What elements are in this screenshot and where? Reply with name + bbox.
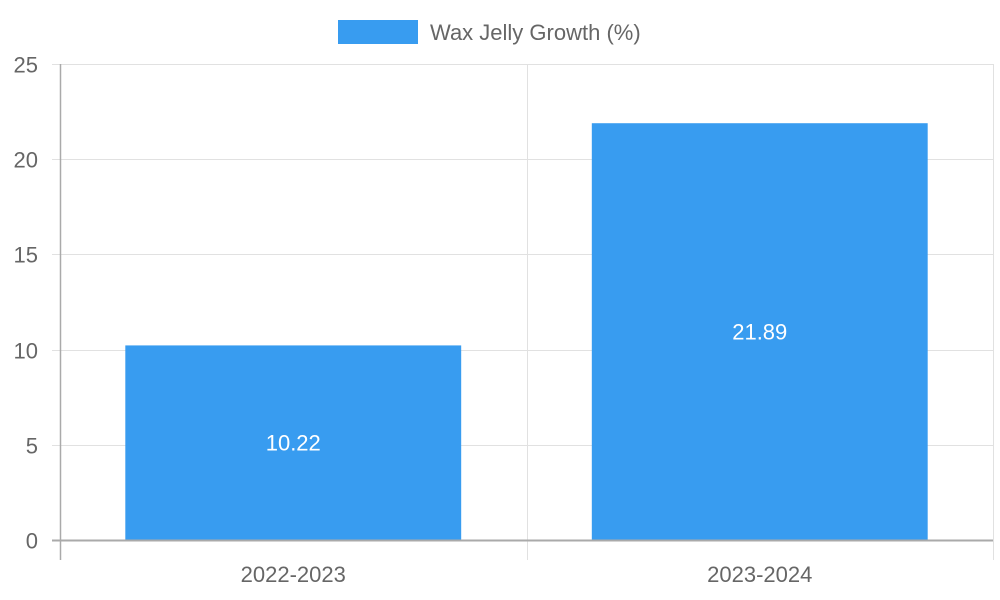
bar: [591, 123, 928, 540]
bars: [125, 123, 928, 540]
data-label: 21.89: [732, 320, 787, 345]
x-tick-label: 2023-2024: [707, 562, 812, 587]
legend[interactable]: Wax Jelly Growth (%): [338, 20, 641, 45]
data-label: 10.22: [266, 431, 321, 456]
legend-swatch: [338, 20, 418, 44]
y-tick-label: 10: [14, 339, 38, 364]
y-tick-label: 20: [14, 148, 38, 173]
bar: [125, 345, 462, 540]
axes: [52, 64, 993, 560]
y-tick-label: 25: [14, 53, 38, 78]
y-tick-label: 15: [14, 243, 38, 268]
legend-label: Wax Jelly Growth (%): [430, 20, 641, 45]
y-axis-ticks: 0 5 10 15 20 25: [14, 53, 38, 554]
y-tick-label: 0: [26, 529, 38, 554]
x-axis-ticks: 2022-2023 2023-2024: [241, 562, 813, 587]
data-labels: 10.22 21.89: [266, 320, 788, 456]
y-tick-label: 5: [26, 434, 38, 459]
x-tick-label: 2022-2023: [241, 562, 346, 587]
